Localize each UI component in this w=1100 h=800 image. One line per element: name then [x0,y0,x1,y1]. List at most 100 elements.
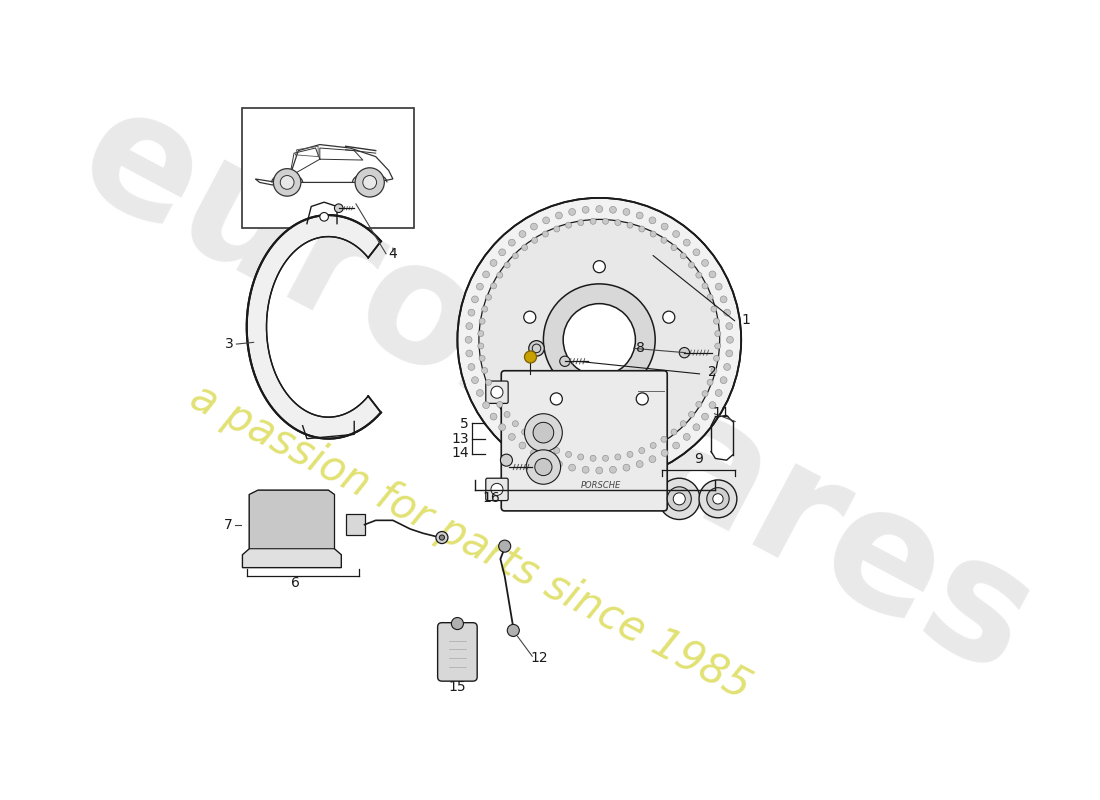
Circle shape [491,413,497,420]
Circle shape [529,341,544,356]
Circle shape [508,434,515,440]
Circle shape [603,218,608,224]
Circle shape [615,219,620,226]
Circle shape [525,351,537,363]
Circle shape [504,411,510,418]
Circle shape [726,322,733,330]
Circle shape [480,318,485,324]
Circle shape [543,284,656,396]
Circle shape [590,455,596,462]
Circle shape [526,450,561,484]
Circle shape [482,306,487,312]
Circle shape [476,390,483,396]
Circle shape [707,379,713,386]
Circle shape [696,272,702,278]
Circle shape [519,442,526,449]
Circle shape [693,424,700,430]
Circle shape [671,429,676,435]
Circle shape [500,454,513,466]
Circle shape [498,424,506,430]
Circle shape [680,421,686,426]
Circle shape [671,245,676,250]
FancyBboxPatch shape [502,370,668,511]
Circle shape [683,239,690,246]
Circle shape [485,294,492,300]
Circle shape [458,198,741,482]
Circle shape [491,283,496,289]
Circle shape [498,249,506,256]
Circle shape [530,223,538,230]
Circle shape [320,213,329,221]
Circle shape [569,209,575,215]
Circle shape [636,393,648,405]
Circle shape [534,422,553,443]
Circle shape [334,204,343,213]
Circle shape [623,209,630,215]
Circle shape [542,456,550,462]
Circle shape [724,363,730,370]
Circle shape [542,231,549,237]
Circle shape [663,311,674,323]
Circle shape [472,377,478,384]
Circle shape [556,461,562,467]
Circle shape [689,262,694,268]
Circle shape [513,253,518,259]
Circle shape [689,411,694,418]
Circle shape [513,421,518,426]
Circle shape [468,363,475,370]
Circle shape [661,223,668,230]
Circle shape [491,259,497,266]
Circle shape [714,318,719,324]
Circle shape [578,454,584,460]
Circle shape [436,531,448,543]
Circle shape [497,272,503,278]
Circle shape [524,311,536,323]
Circle shape [483,402,490,409]
Circle shape [609,206,616,214]
Polygon shape [255,145,393,185]
Circle shape [521,429,528,435]
Circle shape [720,377,727,384]
Circle shape [478,219,719,460]
Circle shape [673,442,680,449]
Text: 12: 12 [530,651,548,665]
Polygon shape [246,215,381,438]
Circle shape [661,238,667,243]
Circle shape [530,450,538,457]
Circle shape [636,461,644,467]
FancyBboxPatch shape [438,622,477,681]
Circle shape [649,217,656,224]
Circle shape [563,304,636,376]
Circle shape [673,493,685,505]
Bar [345,514,364,535]
Text: 1: 1 [741,313,750,327]
Circle shape [542,217,550,224]
Circle shape [582,466,590,474]
Circle shape [693,249,700,256]
Circle shape [451,618,463,630]
Circle shape [472,296,478,303]
Circle shape [477,343,484,349]
Text: 13: 13 [451,432,469,446]
Circle shape [465,336,472,343]
Circle shape [702,283,708,289]
Circle shape [553,447,560,454]
Circle shape [477,330,484,337]
Circle shape [476,283,483,290]
Bar [242,107,415,228]
Circle shape [531,436,538,442]
Circle shape [639,447,645,454]
Circle shape [609,466,616,474]
Text: a passion for parts since 1985: a passion for parts since 1985 [183,376,758,708]
Circle shape [596,467,603,474]
Circle shape [274,169,301,196]
Circle shape [491,390,496,397]
Circle shape [627,222,632,228]
Circle shape [715,330,720,337]
Text: 8: 8 [636,342,645,355]
Text: 11: 11 [713,406,730,420]
Circle shape [363,175,376,190]
Circle shape [649,456,656,462]
Circle shape [696,402,702,407]
Text: 4: 4 [388,246,397,261]
